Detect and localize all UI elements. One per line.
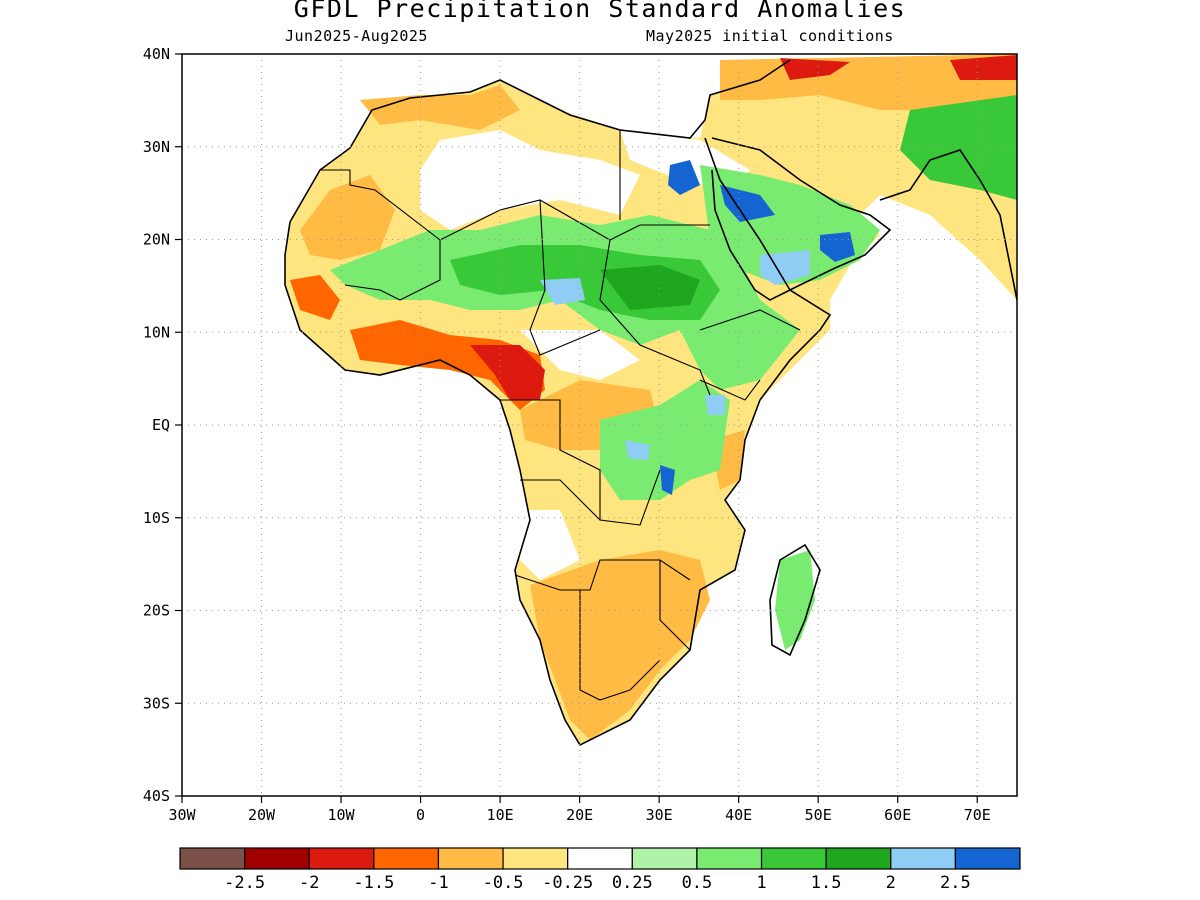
map-title: GFDL Precipitation Standard Anomalies — [293, 0, 907, 23]
colorbar-label: -0.25 — [542, 873, 593, 893]
colorbar-label: -2.5 — [224, 873, 265, 893]
wet-egypt-blue — [668, 160, 700, 195]
near-normal-sahara — [420, 130, 640, 230]
grid-lines — [182, 54, 1017, 796]
colorbar-label: -0.5 — [483, 873, 524, 893]
lat-tick-label: 30S — [143, 694, 170, 712]
colorbar-label: -1 — [428, 873, 448, 893]
colorbar-swatch — [631, 847, 698, 870]
colorbar-label: 0.25 — [612, 873, 653, 893]
colorbar-swatch — [179, 847, 246, 870]
colorbar-swatch — [437, 847, 504, 870]
colorbar-label: 2 — [886, 873, 896, 893]
lon-tick-label: 40E — [725, 806, 752, 824]
colorbar-label: 1 — [756, 873, 766, 893]
wet-east-africa — [600, 380, 730, 500]
lon-tick-label: 70E — [964, 806, 991, 824]
lat-tick-label: EQ — [152, 416, 170, 434]
lon-tick-label: 20E — [566, 806, 593, 824]
dry-iran-north — [950, 55, 1017, 80]
lon-tick-label: 60E — [884, 806, 911, 824]
lat-tick-label: 20S — [143, 602, 170, 620]
colorbar-label: -1.5 — [353, 873, 394, 893]
lat-tick-label: 40S — [143, 787, 170, 805]
lat-tick-label: 20N — [143, 231, 170, 249]
wet-madagascar — [775, 550, 815, 650]
dry-southern-africa — [530, 550, 710, 740]
lat-tick-label: 40N — [143, 45, 170, 63]
wet-tanzania-light — [705, 395, 725, 415]
lon-tick-label: 0 — [416, 806, 425, 824]
colorbar-swatch — [502, 847, 569, 870]
lon-tick-label: 30W — [168, 806, 196, 824]
dry-mediterranean — [780, 58, 850, 80]
dry-west-coast — [290, 275, 340, 320]
lon-tick-label: 30E — [646, 806, 673, 824]
colorbar-label: 1.5 — [811, 873, 842, 893]
colorbar-swatch — [373, 847, 440, 870]
colorbar-swatch — [567, 847, 633, 870]
dry-west-sahara — [300, 175, 395, 260]
colorbar-swatch — [696, 847, 763, 870]
wet-red-sea-blue — [720, 185, 775, 222]
lon-tick-label: 10W — [328, 806, 356, 824]
wet-sudan-core — [600, 265, 700, 310]
initial-conditions: May2025 initial conditions — [646, 27, 894, 45]
near-normal-south — [520, 510, 580, 580]
colorbar-swatch — [954, 847, 1021, 870]
wet-pakistan — [900, 95, 1017, 200]
colorbar-swatch — [825, 847, 892, 870]
colorbar: -2.5 -2 -1.5 -1 -0.5 -0.25 0.25 0.5 1 1.5 2 2.5 — [179, 847, 1021, 893]
forecast-period: Jun2025-Aug2025 — [285, 27, 428, 45]
colorbar-label: 2.5 — [940, 873, 971, 893]
wet-malawi-blue — [660, 465, 675, 495]
lat-tick-label: 10N — [143, 323, 170, 341]
lon-tick-label: 50E — [805, 806, 832, 824]
wet-yemen-blue — [820, 232, 855, 262]
dry-north-coast — [360, 85, 520, 130]
lat-tick-label: 10S — [143, 509, 170, 527]
dry-cameroon-core — [470, 345, 545, 400]
anomaly-field — [285, 54, 1017, 745]
wet-chad-light — [540, 278, 585, 305]
colorbar-swatch — [760, 847, 827, 870]
colorbar-swatch — [890, 847, 956, 870]
wet-yemen-light — [760, 250, 810, 285]
colorbar-label: -2 — [299, 873, 319, 893]
colorbar-swatch — [308, 847, 375, 870]
colorbar-label: 0.5 — [682, 873, 713, 893]
lon-tick-label: 10E — [487, 806, 514, 824]
dry-gulf-guinea — [350, 320, 545, 410]
lat-tick-label: 30N — [143, 138, 170, 156]
lon-tick-label: 20W — [248, 806, 276, 824]
colorbar-swatch — [244, 847, 310, 870]
wet-lake-light — [625, 440, 650, 460]
